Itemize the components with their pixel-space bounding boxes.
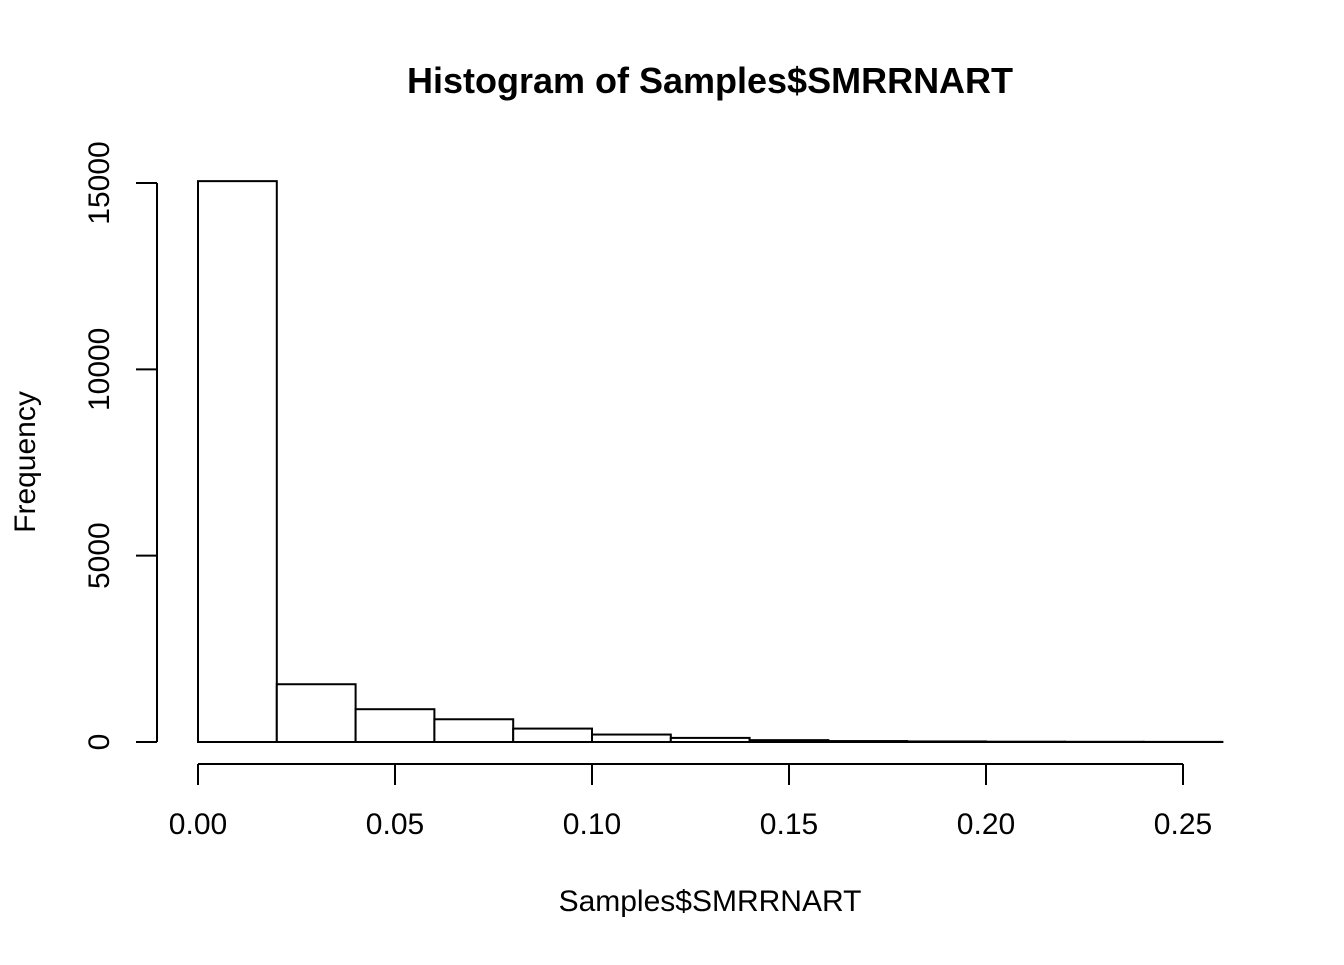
histogram-bar [750,740,829,742]
y-tick-label: 5000 [83,522,116,589]
histogram-bar [434,719,513,742]
x-tick-label: 0.10 [563,808,621,841]
x-tick-label: 0.00 [169,808,227,841]
x-axis: 0.00 0.05 0.10 0.15 0.20 0.25 [169,764,1212,841]
y-tick-label: 0 [83,734,116,751]
y-tick-label: 10000 [83,328,116,411]
x-tick-label: 0.05 [366,808,424,841]
histogram-bar [592,735,671,742]
bar-group [198,181,1222,742]
y-axis: 0 5000 10000 15000 [83,141,157,750]
histogram-bar [907,741,986,742]
chart-title: Histogram of Samples$SMRRNART [407,60,1013,101]
histogram-bar [513,729,592,742]
x-axis-label: Samples$SMRRNART [559,885,862,918]
histogram-bar [277,684,356,742]
y-axis-label: Frequency [9,391,42,533]
x-tick-label: 0.25 [1154,808,1212,841]
x-tick-label: 0.20 [957,808,1015,841]
histogram-bar [828,741,907,742]
x-tick-label: 0.15 [760,808,818,841]
histogram-bar [671,738,750,742]
y-tick-label: 15000 [83,141,116,224]
histogram-bar [356,709,435,742]
histogram-bar [198,181,277,742]
